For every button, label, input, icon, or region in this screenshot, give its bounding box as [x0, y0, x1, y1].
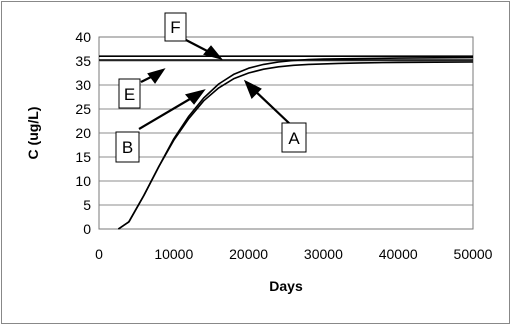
- callout-label-e: E: [124, 85, 135, 104]
- callout-box-a: [281, 122, 307, 153]
- callout-e: E: [118, 78, 141, 109]
- x-axis-title: Days: [269, 278, 303, 294]
- y-tick-label-5: 25: [75, 101, 91, 117]
- x-tick-label-4: 40000: [379, 246, 418, 262]
- callout-f: F: [164, 12, 187, 42]
- y-tick-label-8: 40: [75, 29, 91, 45]
- series-line-b: [117, 56, 474, 230]
- callout-label-f: F: [170, 18, 180, 37]
- x-tick-label-2: 20000: [229, 246, 268, 262]
- x-tick-label-1: 10000: [154, 246, 193, 262]
- y-axis-title: C (ug/L): [25, 107, 41, 160]
- x-tick-label-5: 50000: [454, 246, 493, 262]
- callout-b: B: [115, 131, 140, 163]
- series-lines: [99, 55, 474, 230]
- y-tick-label-0: 0: [83, 221, 91, 237]
- x-tick-label-0: 0: [95, 246, 103, 262]
- y-tick-label-7: 35: [75, 53, 91, 69]
- gridlines: [99, 60, 473, 206]
- y-tick-label-3: 15: [75, 149, 91, 165]
- callout-arrow-a: [252, 88, 291, 125]
- y-tick-label-2: 10: [75, 173, 91, 189]
- callout-box-e: [118, 78, 141, 109]
- callout-arrowhead-b: [184, 89, 206, 105]
- y-tick-labels: 0 5 10 15 20 25 30 35 40: [75, 29, 91, 237]
- callout-arrow-b: [138, 95, 196, 130]
- x-tick-labels: 0 10000 20000 30000 40000 50000: [95, 246, 493, 262]
- callout-box-f: [164, 12, 187, 42]
- callout-box-b: [115, 131, 140, 163]
- y-tick-label-6: 30: [75, 77, 91, 93]
- plot-area-border: [98, 36, 474, 230]
- y-tick-label-1: 5: [83, 197, 91, 213]
- y-tick-label-4: 20: [75, 125, 91, 141]
- callout-arrowhead-a: [243, 79, 262, 99]
- callout-arrowhead-e: [147, 68, 166, 84]
- x-tick-label-3: 30000: [304, 246, 343, 262]
- callout-arrows: [138, 39, 291, 130]
- callout-arrowhead-f: [203, 45, 224, 60]
- callout-a: A: [281, 122, 307, 153]
- callout-label-a: A: [288, 129, 300, 148]
- callout-label-b: B: [122, 138, 133, 157]
